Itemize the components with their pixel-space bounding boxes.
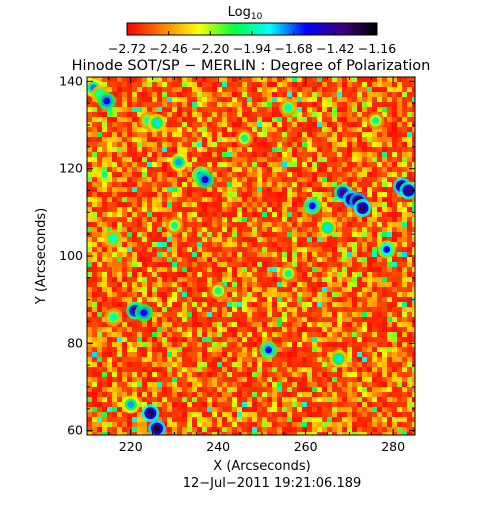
colorbar-label: Log10: [228, 5, 263, 22]
colorbar-tick-label: −1.94: [233, 41, 271, 56]
y-tick-label: 120: [59, 161, 83, 176]
x-axis-label: X (Arcseconds): [213, 459, 310, 474]
polarization-feature: [201, 176, 209, 184]
x-tick-label: 260: [294, 439, 318, 454]
x-tick-label: 280: [381, 439, 405, 454]
colorbar-tick-labels: −2.72 −2.46 −2.20 −1.94 −1.68 −1.42 −1.16: [108, 31, 396, 56]
colorbar-tick-label: −2.72: [108, 41, 146, 56]
colorbar-tick-label: −1.68: [275, 41, 313, 56]
polarization-feature: [214, 287, 222, 295]
polarization-feature: [308, 202, 316, 210]
polarization-feature: [153, 424, 161, 432]
polarization-feature: [334, 355, 342, 363]
colorbar-tick-label: −1.42: [316, 41, 354, 56]
timestamp-footer: 12−Jul−2011 19:21:06.189: [183, 476, 362, 491]
x-tick-label: 240: [206, 439, 230, 454]
polarization-feature: [103, 97, 111, 105]
heatmap-area: [87, 77, 415, 435]
polarization-feature: [109, 313, 117, 321]
y-axis: 60 80 100 120 140: [59, 73, 415, 438]
polarization-feature: [146, 409, 154, 417]
polarization-feature: [372, 117, 380, 125]
polarization-feature: [140, 309, 148, 317]
y-tick-label: 60: [67, 423, 83, 438]
colorbar-tick-label: −2.20: [191, 41, 229, 56]
colorbar-tick-label: −1.16: [358, 41, 396, 56]
polarization-feature: [284, 269, 292, 277]
polarization-feature: [383, 245, 391, 253]
polarization-feature: [264, 346, 272, 354]
polarization-feature: [404, 187, 412, 195]
polarization-feature: [359, 204, 367, 212]
y-tick-label: 80: [67, 335, 83, 350]
x-axis: 220 240 260 280: [86, 77, 416, 454]
y-tick-label: 100: [59, 248, 83, 263]
polarization-feature: [175, 158, 183, 166]
x-tick-label: 220: [119, 439, 143, 454]
chart-title: Hinode SOT/SP − MERLIN : Degree of Polar…: [72, 58, 431, 74]
y-axis-label: Y (Arcseconds): [34, 208, 49, 305]
polarization-feature: [109, 235, 117, 243]
polarization-feature: [284, 104, 292, 112]
polarization-feature: [127, 400, 135, 408]
polarization-feature: [240, 134, 248, 142]
y-tick-label: 140: [59, 73, 83, 88]
polarization-feature: [324, 224, 332, 232]
polarization-feature: [170, 221, 178, 229]
polarization-feature: [153, 119, 161, 127]
colorbar-tick-label: −2.46: [150, 41, 188, 56]
